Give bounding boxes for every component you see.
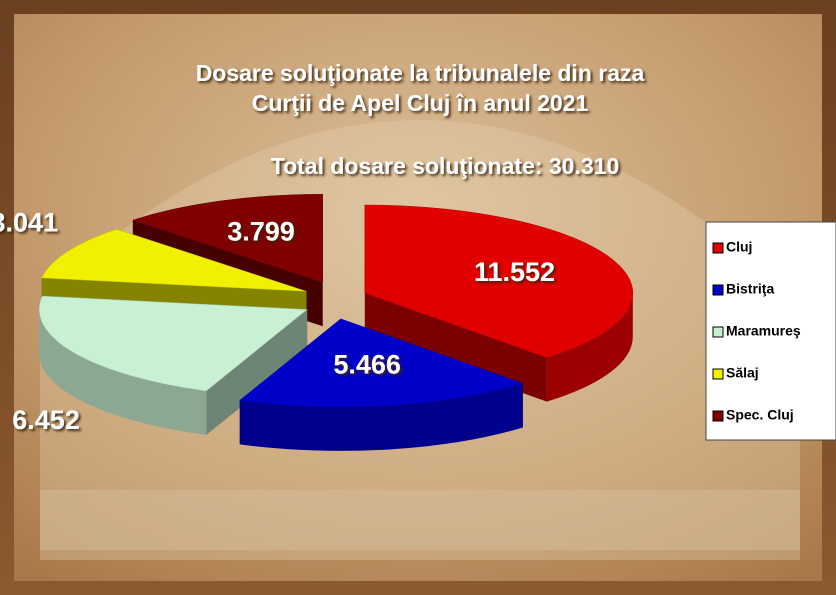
slice: [41, 228, 307, 292]
chart-title: Curţii de Apel Cluj în anul 2021: [252, 90, 589, 116]
legend-label: Spec. Cluj: [726, 407, 794, 423]
slice-side: [239, 383, 523, 451]
chart-title: Dosare soluţionate la tribunalele din ra…: [196, 60, 645, 86]
pie: [38, 194, 633, 451]
legend-label: Cluj: [726, 239, 752, 255]
slice-side: [39, 309, 207, 435]
slice-side: [546, 292, 633, 402]
slice: [239, 318, 524, 408]
data-label: 5.466: [333, 350, 401, 380]
chart-subtitle: Total dosare soluţionate: 30.310: [271, 153, 620, 179]
slice: [38, 295, 308, 435]
slice: [38, 295, 308, 392]
legend-swatch: [712, 284, 724, 296]
slice: [132, 194, 323, 283]
legend-label: Maramureş: [726, 323, 801, 339]
slice: [364, 204, 633, 402]
data-label: 3.799: [227, 217, 295, 247]
legend-swatch: [712, 368, 724, 380]
legend-swatch: [712, 242, 724, 254]
legend-swatch: [712, 410, 724, 422]
slice: [239, 318, 524, 451]
slice: [364, 204, 633, 358]
data-label: 11.552: [474, 257, 555, 287]
data-label: 3.041: [0, 208, 58, 238]
slice-side: [364, 292, 547, 402]
legend-swatch: [712, 326, 724, 338]
legend-label: Bistriţa: [726, 281, 774, 297]
legend-label: Sălaj: [726, 365, 759, 381]
data-label: 6.452: [12, 405, 80, 435]
background-balustrade: [40, 490, 800, 550]
legend: [705, 221, 836, 441]
